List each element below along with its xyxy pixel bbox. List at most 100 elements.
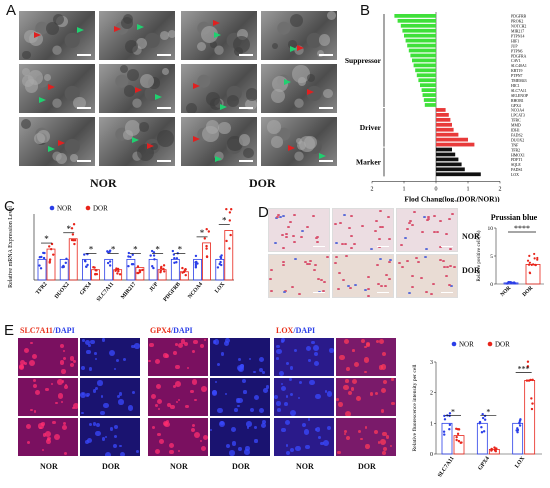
cell-nucleus bbox=[69, 356, 75, 361]
organelle-blob bbox=[160, 30, 169, 40]
stain-cell bbox=[380, 225, 384, 228]
organelle-blob bbox=[139, 73, 155, 89]
cell-nucleus bbox=[167, 402, 172, 408]
cell-nucleus bbox=[150, 393, 156, 399]
gene-label: TNF bbox=[511, 143, 519, 147]
data-point bbox=[130, 263, 134, 266]
data-point bbox=[86, 263, 89, 267]
cell-nucleus bbox=[113, 424, 118, 429]
cell-nucleus bbox=[175, 365, 180, 370]
cell-nucleus bbox=[88, 367, 92, 371]
cell-nucleus bbox=[45, 387, 49, 392]
stain-cell bbox=[282, 264, 286, 267]
data-point bbox=[160, 265, 163, 269]
data-point bbox=[71, 233, 75, 236]
gene-label: PTPN6 bbox=[511, 49, 523, 53]
cell-nucleus bbox=[249, 357, 252, 360]
stain-cell bbox=[285, 235, 289, 238]
cell-nucleus bbox=[203, 435, 208, 441]
column-label: DOR bbox=[232, 462, 250, 471]
organelle-blob bbox=[210, 41, 217, 48]
organelle-blob bbox=[289, 14, 303, 28]
data-point bbox=[448, 423, 452, 427]
data-point bbox=[173, 257, 176, 260]
cell-nucleus bbox=[26, 440, 30, 445]
bar-ncoa4 bbox=[436, 108, 446, 112]
cell-nucleus bbox=[348, 390, 353, 396]
cell-nucleus bbox=[235, 398, 241, 404]
cell-nucleus bbox=[320, 441, 324, 446]
panel-letter-a: A bbox=[6, 2, 17, 19]
stain-marker-name: GPX4 bbox=[150, 326, 171, 335]
data-point bbox=[48, 258, 52, 261]
category-label: NOR bbox=[500, 284, 514, 298]
stain-cell bbox=[451, 212, 455, 215]
cell-nucleus bbox=[304, 429, 310, 435]
cell-nucleus bbox=[265, 385, 270, 390]
stain-cell bbox=[449, 285, 453, 288]
category-label: DOR bbox=[522, 284, 536, 298]
data-point bbox=[149, 254, 152, 257]
stain-cell bbox=[400, 244, 404, 247]
cell-nucleus bbox=[33, 384, 38, 389]
gene-label: NOTCH2 bbox=[511, 25, 526, 29]
cell-nucleus bbox=[156, 398, 163, 404]
data-point bbox=[136, 271, 139, 275]
cell-nucleus bbox=[95, 423, 100, 427]
category-label: MIR217 bbox=[120, 281, 138, 300]
stain-cell bbox=[347, 226, 351, 229]
cell-nucleus bbox=[210, 428, 213, 431]
stain-cell bbox=[445, 266, 449, 269]
cell-nucleus bbox=[113, 434, 117, 439]
cell-nucleus bbox=[18, 365, 24, 370]
bar-nor bbox=[441, 422, 453, 455]
organelle-blob bbox=[167, 30, 175, 39]
cell-nucleus bbox=[105, 451, 112, 456]
stain-cell bbox=[366, 276, 370, 279]
stain-cell bbox=[406, 259, 410, 262]
organelle-blob bbox=[20, 119, 31, 130]
data-point bbox=[228, 247, 231, 250]
green-arrow-icon bbox=[284, 78, 292, 85]
data-point bbox=[443, 433, 446, 436]
cell-nucleus bbox=[157, 432, 161, 437]
cell-nucleus bbox=[262, 370, 266, 374]
cell-nucleus bbox=[295, 445, 301, 451]
cell-nucleus bbox=[100, 410, 105, 416]
bar-notch2 bbox=[400, 23, 436, 28]
x-tick-label: 0 bbox=[435, 186, 438, 192]
data-point bbox=[526, 360, 530, 363]
gene-label: SQLE bbox=[511, 163, 521, 167]
data-point bbox=[531, 402, 534, 405]
data-point bbox=[108, 260, 112, 263]
cell-nucleus bbox=[102, 437, 106, 441]
bar-ptpn14 bbox=[404, 33, 436, 38]
stain-cell bbox=[289, 220, 293, 223]
cell-nucleus bbox=[38, 423, 44, 429]
cell-nucleus bbox=[62, 356, 67, 361]
red-arrow-icon bbox=[288, 145, 296, 152]
cell-nucleus bbox=[131, 344, 135, 348]
data-point bbox=[455, 438, 458, 442]
cell-nucleus bbox=[382, 446, 388, 451]
fluorescence-image-tile bbox=[274, 378, 334, 416]
legend-label-dor: DOR bbox=[93, 205, 108, 213]
stain-cell bbox=[415, 257, 419, 260]
data-point bbox=[225, 239, 228, 243]
cell-nucleus bbox=[285, 395, 289, 398]
data-point bbox=[480, 425, 483, 429]
cell-nucleus bbox=[94, 357, 98, 361]
fluorescence-image-tile bbox=[80, 338, 140, 376]
stain-cell bbox=[367, 294, 371, 297]
cell-nucleus bbox=[286, 444, 289, 447]
stain-cell bbox=[354, 283, 358, 286]
scale-bar bbox=[157, 107, 171, 109]
stain-cell bbox=[409, 219, 413, 222]
stain-cell bbox=[281, 261, 285, 264]
scale-bar bbox=[239, 160, 253, 162]
tem-image-tile bbox=[98, 63, 176, 114]
category-label: DUOX2 bbox=[54, 281, 71, 300]
bar-mir217 bbox=[402, 28, 436, 33]
organelle-blob bbox=[296, 137, 303, 144]
stain-cell bbox=[320, 279, 324, 282]
